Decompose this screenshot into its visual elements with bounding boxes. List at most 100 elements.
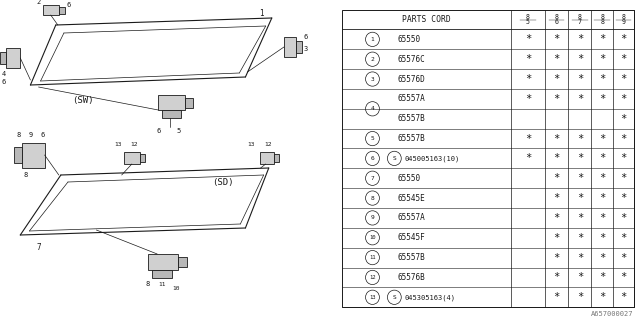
Text: 7: 7 [578,19,582,25]
Text: *: * [577,74,583,84]
Text: *: * [577,133,583,144]
Text: 8: 8 [16,132,20,138]
Text: A657000027: A657000027 [591,311,634,317]
Text: 13: 13 [248,141,255,147]
Text: 65557B: 65557B [397,253,425,262]
Text: 8: 8 [23,172,28,178]
Text: 8: 8 [146,281,150,287]
Text: 8: 8 [600,19,604,25]
Text: 65550: 65550 [397,174,420,183]
Text: *: * [620,114,627,124]
Text: *: * [620,133,627,144]
Text: *: * [620,54,627,64]
Text: *: * [599,94,605,104]
Text: S: S [392,156,396,161]
Text: 12: 12 [264,141,271,147]
Text: *: * [620,94,627,104]
Text: *: * [554,34,559,44]
Text: 13: 13 [114,141,122,147]
Bar [184,98,193,108]
Text: 65576C: 65576C [397,55,425,64]
Bar [274,154,279,162]
Text: *: * [599,34,605,44]
Text: *: * [577,213,583,223]
Text: *: * [554,272,559,283]
Text: 2: 2 [36,0,41,5]
Text: *: * [599,233,605,243]
Text: *: * [599,133,605,144]
Text: *: * [620,74,627,84]
Text: 9: 9 [371,215,374,220]
Text: *: * [525,153,531,164]
Text: S: S [392,295,396,300]
Text: *: * [554,94,559,104]
Text: *: * [554,233,559,243]
Text: *: * [620,34,627,44]
Text: 1: 1 [371,37,374,42]
Text: *: * [525,74,531,84]
Text: *: * [554,173,559,183]
Text: 6: 6 [2,79,6,85]
Text: (SW): (SW) [72,95,94,105]
Text: 9: 9 [28,132,33,138]
Bar [284,37,296,57]
Text: 13: 13 [369,295,376,300]
Bar [140,154,145,162]
Bar [14,147,22,163]
Text: 7: 7 [36,244,41,252]
Text: PARTS CORD: PARTS CORD [403,15,451,24]
Text: 65557A: 65557A [397,94,425,103]
Text: 5: 5 [177,128,180,134]
Bar [59,7,65,14]
Text: 10: 10 [173,285,180,291]
Text: *: * [577,233,583,243]
Text: *: * [599,213,605,223]
Text: *: * [554,153,559,164]
Text: 8: 8 [526,14,530,20]
Text: 65557B: 65557B [397,114,425,123]
Text: 6: 6 [40,132,45,138]
Text: 65545F: 65545F [397,233,425,242]
Text: 6: 6 [303,34,307,40]
Text: 7: 7 [371,176,374,181]
Text: *: * [577,292,583,302]
Text: 5: 5 [371,136,374,141]
Text: *: * [577,94,583,104]
Text: 65576B: 65576B [397,273,425,282]
Text: *: * [620,272,627,283]
Text: 4: 4 [2,71,6,77]
Text: 65550: 65550 [397,35,420,44]
Bar [158,95,184,110]
Text: *: * [554,292,559,302]
Text: *: * [577,272,583,283]
Text: *: * [577,193,583,203]
Text: 5: 5 [526,19,530,25]
Text: 6: 6 [554,19,559,25]
Bar [296,41,302,53]
Text: *: * [577,54,583,64]
Text: *: * [599,74,605,84]
Bar [43,5,59,15]
Text: *: * [554,213,559,223]
Text: 6: 6 [371,156,374,161]
Text: 045005163(10): 045005163(10) [404,155,460,162]
Text: *: * [599,272,605,283]
Text: 8: 8 [600,14,604,20]
Text: 2: 2 [371,57,374,62]
Bar [148,254,179,270]
Text: 9: 9 [621,19,625,25]
Text: 8: 8 [578,14,582,20]
Text: 1: 1 [259,10,264,19]
Text: 6: 6 [67,2,71,8]
Text: *: * [599,153,605,164]
Bar [179,257,187,267]
Bar [163,110,180,118]
Text: *: * [599,193,605,203]
Text: *: * [620,173,627,183]
Text: 8: 8 [621,14,625,20]
Text: *: * [620,252,627,263]
Text: 3: 3 [371,76,374,82]
Text: *: * [525,34,531,44]
Text: 12: 12 [369,275,376,280]
Text: 6: 6 [156,128,161,134]
